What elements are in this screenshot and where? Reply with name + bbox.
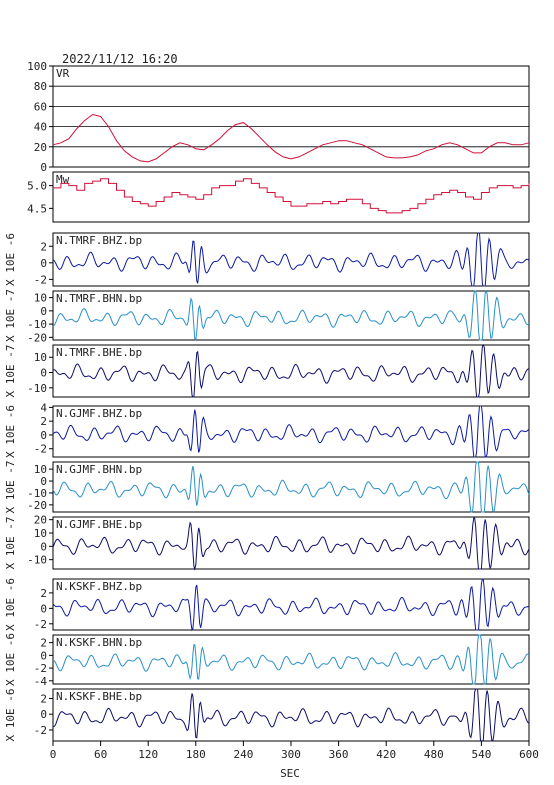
panel-label: N.TMRF.BHE.bp <box>56 346 142 359</box>
y-tick-label: -2 <box>34 618 47 631</box>
x-tick-label: 360 <box>329 748 349 761</box>
y-axis-unit-label: X 10E -6 <box>4 233 17 286</box>
y-tick-label: 10 <box>34 463 47 476</box>
panel-label: VR <box>56 67 70 80</box>
panel-label: N.GJMF.BHN.bp <box>56 463 142 476</box>
y-tick-label: -4 <box>34 675 48 688</box>
y-axis-unit-label: X 10E -7 <box>4 345 17 398</box>
panel-frame <box>52 516 530 570</box>
panel-frame <box>52 344 530 398</box>
y-tick-label: 0 <box>40 429 47 442</box>
series-line <box>53 178 530 214</box>
y-tick-label: 0 <box>40 161 47 174</box>
y-tick-label: -10 <box>27 554 47 567</box>
x-tick-label: 240 <box>233 748 253 761</box>
y-tick-label: -2 <box>34 724 47 737</box>
y-tick-label: -2 <box>34 662 47 675</box>
panel-label: N.KSKF.BHE.bp <box>56 690 142 703</box>
panel-label: N.KSKF.BHN.bp <box>56 636 142 649</box>
y-tick-label: 0 <box>40 602 47 615</box>
y-tick-label: 2 <box>40 637 47 650</box>
x-tick-label: 600 <box>519 748 539 761</box>
series-line <box>52 405 530 458</box>
y-tick-label: 0 <box>40 257 47 270</box>
y-axis-unit-label: X 10E -7 <box>4 289 17 342</box>
panel-label: N.GJMF.BHE.bp <box>56 518 142 531</box>
panel-frame <box>52 232 530 287</box>
y-tick-label: -20 <box>27 331 47 344</box>
x-tick-label: 180 <box>186 748 206 761</box>
y-tick-label: 2 <box>40 587 47 600</box>
y-tick-label: 5.0 <box>27 180 47 193</box>
y-tick-label: 2 <box>40 692 47 705</box>
panel-label: N.TMRF.BHZ.bp <box>56 234 142 247</box>
y-tick-label: 0 <box>40 475 47 488</box>
x-tick-label: 420 <box>376 748 396 761</box>
x-tick-label: 0 <box>50 748 57 761</box>
panel-frame <box>52 171 530 223</box>
timestamp-label: 2022/11/12 16:20 <box>62 52 178 66</box>
y-tick-label: 100 <box>27 60 47 73</box>
y-tick-label: -10 <box>27 318 47 331</box>
y-tick-label: 0 <box>40 367 47 380</box>
series-line <box>52 688 530 742</box>
panel-frame <box>52 461 530 513</box>
y-tick-label: 10 <box>34 527 47 540</box>
y-tick-label: 80 <box>34 80 47 93</box>
y-axis-unit-label: X 10E -6 <box>4 578 17 631</box>
y-tick-label: 2 <box>40 415 47 428</box>
series-line <box>52 461 530 513</box>
x-tick-label: 300 <box>281 748 301 761</box>
panel-frame <box>52 634 530 685</box>
series-line <box>52 634 530 685</box>
y-tick-label: -10 <box>27 382 47 395</box>
y-axis-unit-label: X 10E -6 <box>4 689 17 742</box>
x-tick-label: 120 <box>138 748 158 761</box>
panel-frame <box>52 290 530 341</box>
y-tick-label: 10 <box>34 351 47 364</box>
y-tick-label: -2 <box>34 273 47 286</box>
y-tick-label: 0 <box>40 305 47 318</box>
y-axis-unit-label: X 10E -6 <box>4 405 17 458</box>
series-line <box>52 517 530 571</box>
series-line <box>52 232 530 287</box>
series-line <box>52 289 530 342</box>
series-line <box>52 113 530 163</box>
x-tick-label: 540 <box>471 748 491 761</box>
y-tick-label: 60 <box>34 100 47 113</box>
y-tick-label: -10 <box>27 487 47 500</box>
x-axis-label: SEC <box>280 767 300 780</box>
y-tick-label: -20 <box>27 499 47 512</box>
y-tick-label: 0 <box>40 540 47 553</box>
series-line <box>52 578 530 632</box>
panel-label: N.KSKF.BHZ.bp <box>56 580 142 593</box>
y-axis-unit-label: X 10E -7 <box>4 517 17 570</box>
y-tick-label: 4.5 <box>27 202 47 215</box>
y-tick-label: 4 <box>40 401 47 414</box>
panel-label: N.TMRF.BHN.bp <box>56 292 142 305</box>
y-tick-label: 20 <box>34 141 47 154</box>
y-tick-label: 20 <box>34 514 47 527</box>
y-tick-label: 10 <box>34 292 47 305</box>
series-line <box>52 343 530 398</box>
panel-frame <box>52 65 530 168</box>
y-tick-label: -2 <box>34 443 47 456</box>
y-axis-unit-label: X 10E -6 <box>4 633 17 686</box>
x-tick-label: 60 <box>94 748 107 761</box>
panel-label: Mw <box>56 173 70 186</box>
y-tick-label: 0 <box>40 649 47 662</box>
panel-label: N.GJMF.BHZ.bp <box>56 407 142 420</box>
y-tick-label: 2 <box>40 240 47 253</box>
x-tick-label: 480 <box>424 748 444 761</box>
y-tick-label: 0 <box>40 708 47 721</box>
y-axis-unit-label: X 10E -7 <box>4 461 17 514</box>
panel-frame <box>52 405 530 458</box>
y-tick-label: 40 <box>34 121 47 134</box>
